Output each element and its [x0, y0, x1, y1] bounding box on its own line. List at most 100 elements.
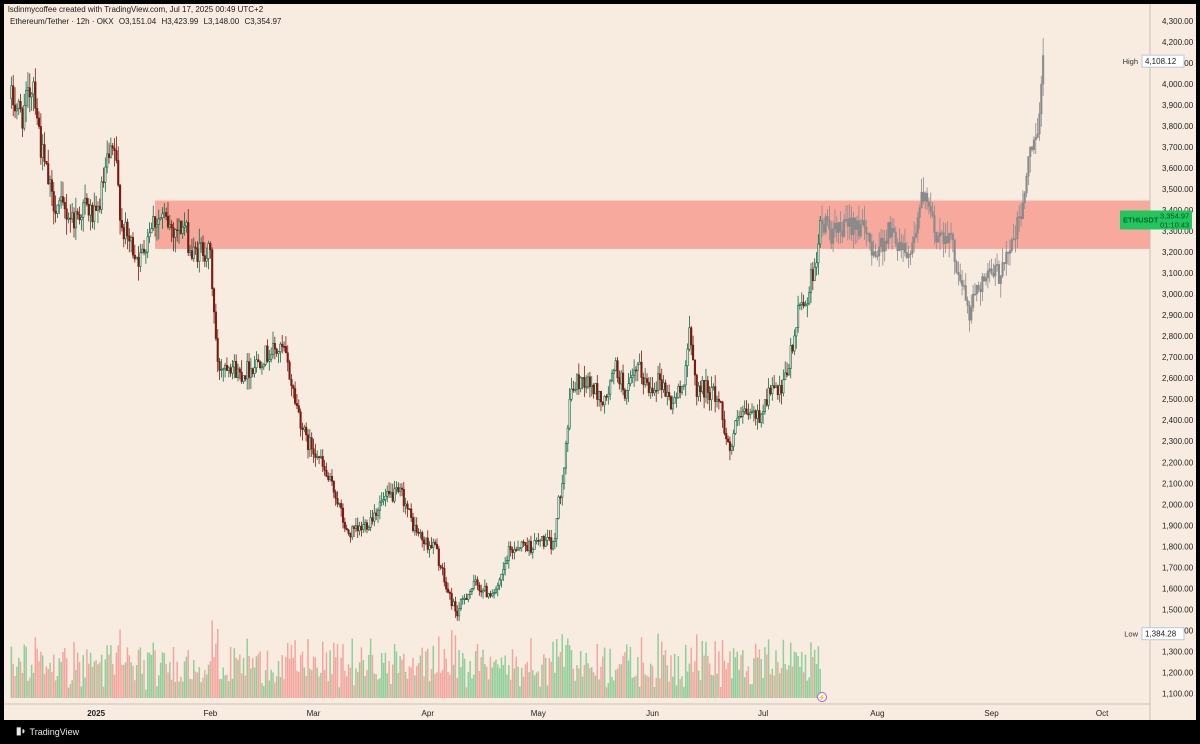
candle-body: [1001, 262, 1004, 277]
candle-body: [984, 277, 988, 282]
candle-body: [839, 222, 842, 232]
volume-bar: [555, 638, 558, 698]
candle-body: [218, 361, 221, 371]
candle-body: [518, 547, 521, 549]
volume-bar: [32, 672, 35, 698]
candle-body: [131, 237, 135, 256]
lightning-icon[interactable]: [817, 692, 828, 702]
volume-bar: [239, 654, 241, 698]
candle-body: [743, 408, 746, 412]
volume-bar: [583, 665, 586, 698]
footer-brand[interactable]: TradingView: [29, 726, 80, 737]
candle-body: [937, 236, 940, 243]
volume-bar: [253, 667, 256, 698]
candle-body: [668, 391, 671, 397]
candle-body: [629, 377, 632, 384]
candle-body: [999, 275, 1002, 284]
volume-bar: [758, 649, 761, 698]
volume-bar: [399, 656, 401, 698]
volume-bar: [699, 679, 702, 698]
volume-bar: [159, 662, 162, 698]
volume-bar: [535, 672, 538, 698]
volume-bar: [753, 658, 755, 698]
candle-body: [647, 382, 650, 393]
volume-bar: [351, 638, 353, 698]
candle-body: [189, 250, 192, 253]
candle-body: [120, 220, 123, 228]
price-chart[interactable]: 4,300.004,200.004,100.004,000.003,900.00…: [4, 4, 1196, 720]
candle-body: [225, 364, 228, 371]
candle-body: [428, 545, 431, 550]
volume-bar: [62, 651, 64, 698]
candle-body: [41, 144, 44, 158]
candle-body: [367, 527, 370, 530]
candle-body: [498, 579, 501, 586]
candle-body: [305, 426, 308, 436]
volume-bar: [393, 644, 396, 698]
volume-bar: [484, 663, 486, 698]
candle-body: [782, 379, 785, 394]
candle-body: [419, 532, 422, 534]
volume-bar: [633, 677, 635, 698]
candle-body: [85, 197, 88, 205]
volume-bar: [670, 655, 672, 698]
volume-bar: [452, 664, 455, 698]
candle-body: [793, 335, 796, 352]
candle-body: [662, 382, 665, 390]
candle-body: [916, 216, 919, 234]
candle-body: [577, 374, 580, 390]
volume-bar: [123, 664, 125, 698]
volume-bar: [727, 662, 729, 698]
volume-bar: [745, 671, 748, 698]
price-tick-label: 2,800.00: [1162, 332, 1194, 341]
candle-body: [957, 272, 960, 276]
candle-body: [358, 525, 361, 532]
volume-bar: [705, 641, 707, 698]
candle-body: [82, 202, 85, 218]
volume-bar: [570, 650, 573, 698]
volume-bar: [450, 630, 453, 698]
volume-bar: [567, 638, 569, 698]
volume-bar: [474, 651, 477, 698]
candle-body: [946, 236, 949, 243]
volume-bar: [537, 671, 540, 698]
candle-body: [863, 220, 866, 228]
candle-body: [87, 203, 90, 216]
candle-body: [247, 361, 251, 378]
candle-body: [426, 537, 429, 550]
candle-body: [430, 545, 433, 549]
volume-bar: [76, 652, 79, 698]
low-marker-box: [1141, 627, 1185, 641]
volume-bar: [130, 662, 132, 698]
candle-body: [902, 243, 905, 250]
candle-body: [469, 591, 472, 595]
tradingview-logo-icon[interactable]: ▮◗: [16, 726, 27, 737]
candle-body: [903, 243, 907, 253]
candle-body: [32, 81, 35, 95]
volume-bar: [600, 666, 602, 698]
volume-bar: [771, 668, 774, 698]
volume-bar: [91, 666, 94, 698]
candle-body: [314, 453, 317, 458]
volume-bar: [204, 670, 206, 698]
volume-bar: [445, 658, 447, 698]
volume-bar: [449, 674, 451, 698]
volume-bar: [163, 653, 166, 698]
high-marker-value: 4,108.12: [1145, 57, 1177, 66]
volume-bar: [458, 650, 460, 698]
candle-body: [1036, 133, 1039, 138]
volume-bar: [29, 677, 31, 698]
volume-bar: [128, 655, 131, 698]
candle-body: [128, 235, 131, 242]
candle-body: [684, 365, 687, 386]
volume-bar: [635, 675, 637, 698]
symbol-line[interactable]: Ethereum/Tether · 12h · OKX: [10, 17, 114, 26]
volume-bar: [638, 686, 641, 698]
volume-bar: [318, 676, 320, 698]
candle-body: [900, 242, 903, 250]
last-price-tag[interactable]: [1120, 210, 1192, 230]
candle-body: [898, 242, 901, 252]
volume-bar: [799, 666, 801, 698]
resistance-zone[interactable]: [155, 200, 1150, 249]
candle-body: [660, 379, 663, 390]
